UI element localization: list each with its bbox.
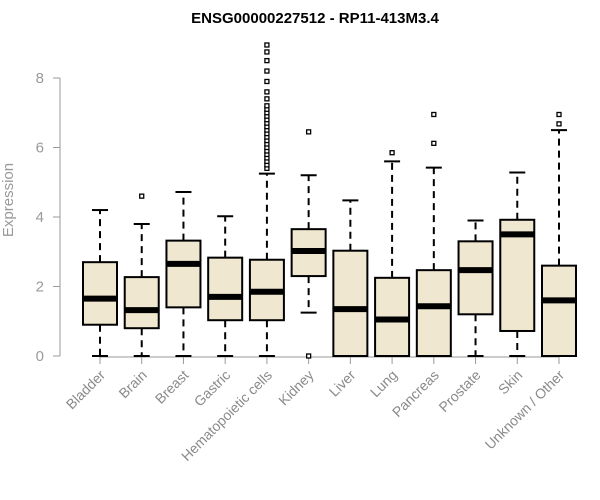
- outlier-point: [305, 353, 312, 359]
- y-tick-label: 8: [36, 70, 44, 87]
- y-tick-label: 2: [36, 279, 44, 296]
- y-tick-label: 0: [36, 348, 44, 365]
- outlier-point: [264, 57, 270, 64]
- chart-title: ENSG00000227512 - RP11-413M3.4: [191, 10, 439, 27]
- outlier-point: [431, 140, 437, 146]
- box: [165, 239, 202, 309]
- box: [207, 256, 244, 322]
- x-tick-label: Prostate: [435, 367, 483, 415]
- box: [499, 218, 536, 332]
- box-group: [165, 190, 202, 357]
- box-group: [415, 111, 452, 358]
- box: [415, 269, 452, 358]
- x-tick-label: Bladder: [63, 367, 109, 413]
- outlier-point: [264, 49, 270, 55]
- x-tick-label: Breast: [152, 367, 192, 407]
- outlier-point: [139, 193, 145, 199]
- outlier-point: [264, 42, 270, 48]
- outlier-point: [431, 111, 437, 118]
- box-group: [499, 171, 536, 357]
- box-group: [541, 111, 577, 357]
- box-group: [290, 129, 327, 359]
- y-axis-label: Expression: [0, 163, 17, 237]
- outlier-point: [389, 150, 395, 156]
- x-tick-label: Liver: [326, 367, 359, 400]
- x-tick-label: Unknown / Other: [482, 367, 568, 453]
- box: [332, 249, 369, 358]
- box-group: [332, 199, 369, 358]
- outlier-point: [305, 129, 312, 135]
- x-tick-label: Kidney: [275, 367, 317, 409]
- y-axis: 0 2 4 6 8: [36, 70, 61, 365]
- y-tick-label: 6: [36, 140, 44, 157]
- box-group: [82, 209, 118, 357]
- y-tick-label: 4: [36, 209, 44, 226]
- outlier-point: [264, 103, 270, 109]
- x-tick-label: Skin: [495, 367, 526, 398]
- box-group: [457, 219, 494, 357]
- box: [457, 240, 494, 316]
- box-group: [374, 150, 411, 357]
- outlier-point: [264, 89, 270, 95]
- box-group: [207, 215, 244, 357]
- outlier-point: [556, 111, 562, 118]
- boxes: [82, 42, 577, 359]
- outlier-point: [556, 121, 562, 127]
- box-group: [123, 193, 160, 357]
- outlier-point: [264, 96, 270, 102]
- box: [541, 264, 577, 357]
- box: [82, 261, 118, 326]
- box: [123, 276, 160, 330]
- outlier-point: [264, 68, 270, 74]
- box-group: [248, 42, 285, 357]
- x-tick-label: Lung: [367, 367, 400, 400]
- x-tick-label: Brain: [115, 367, 149, 401]
- outlier-point: [264, 78, 270, 85]
